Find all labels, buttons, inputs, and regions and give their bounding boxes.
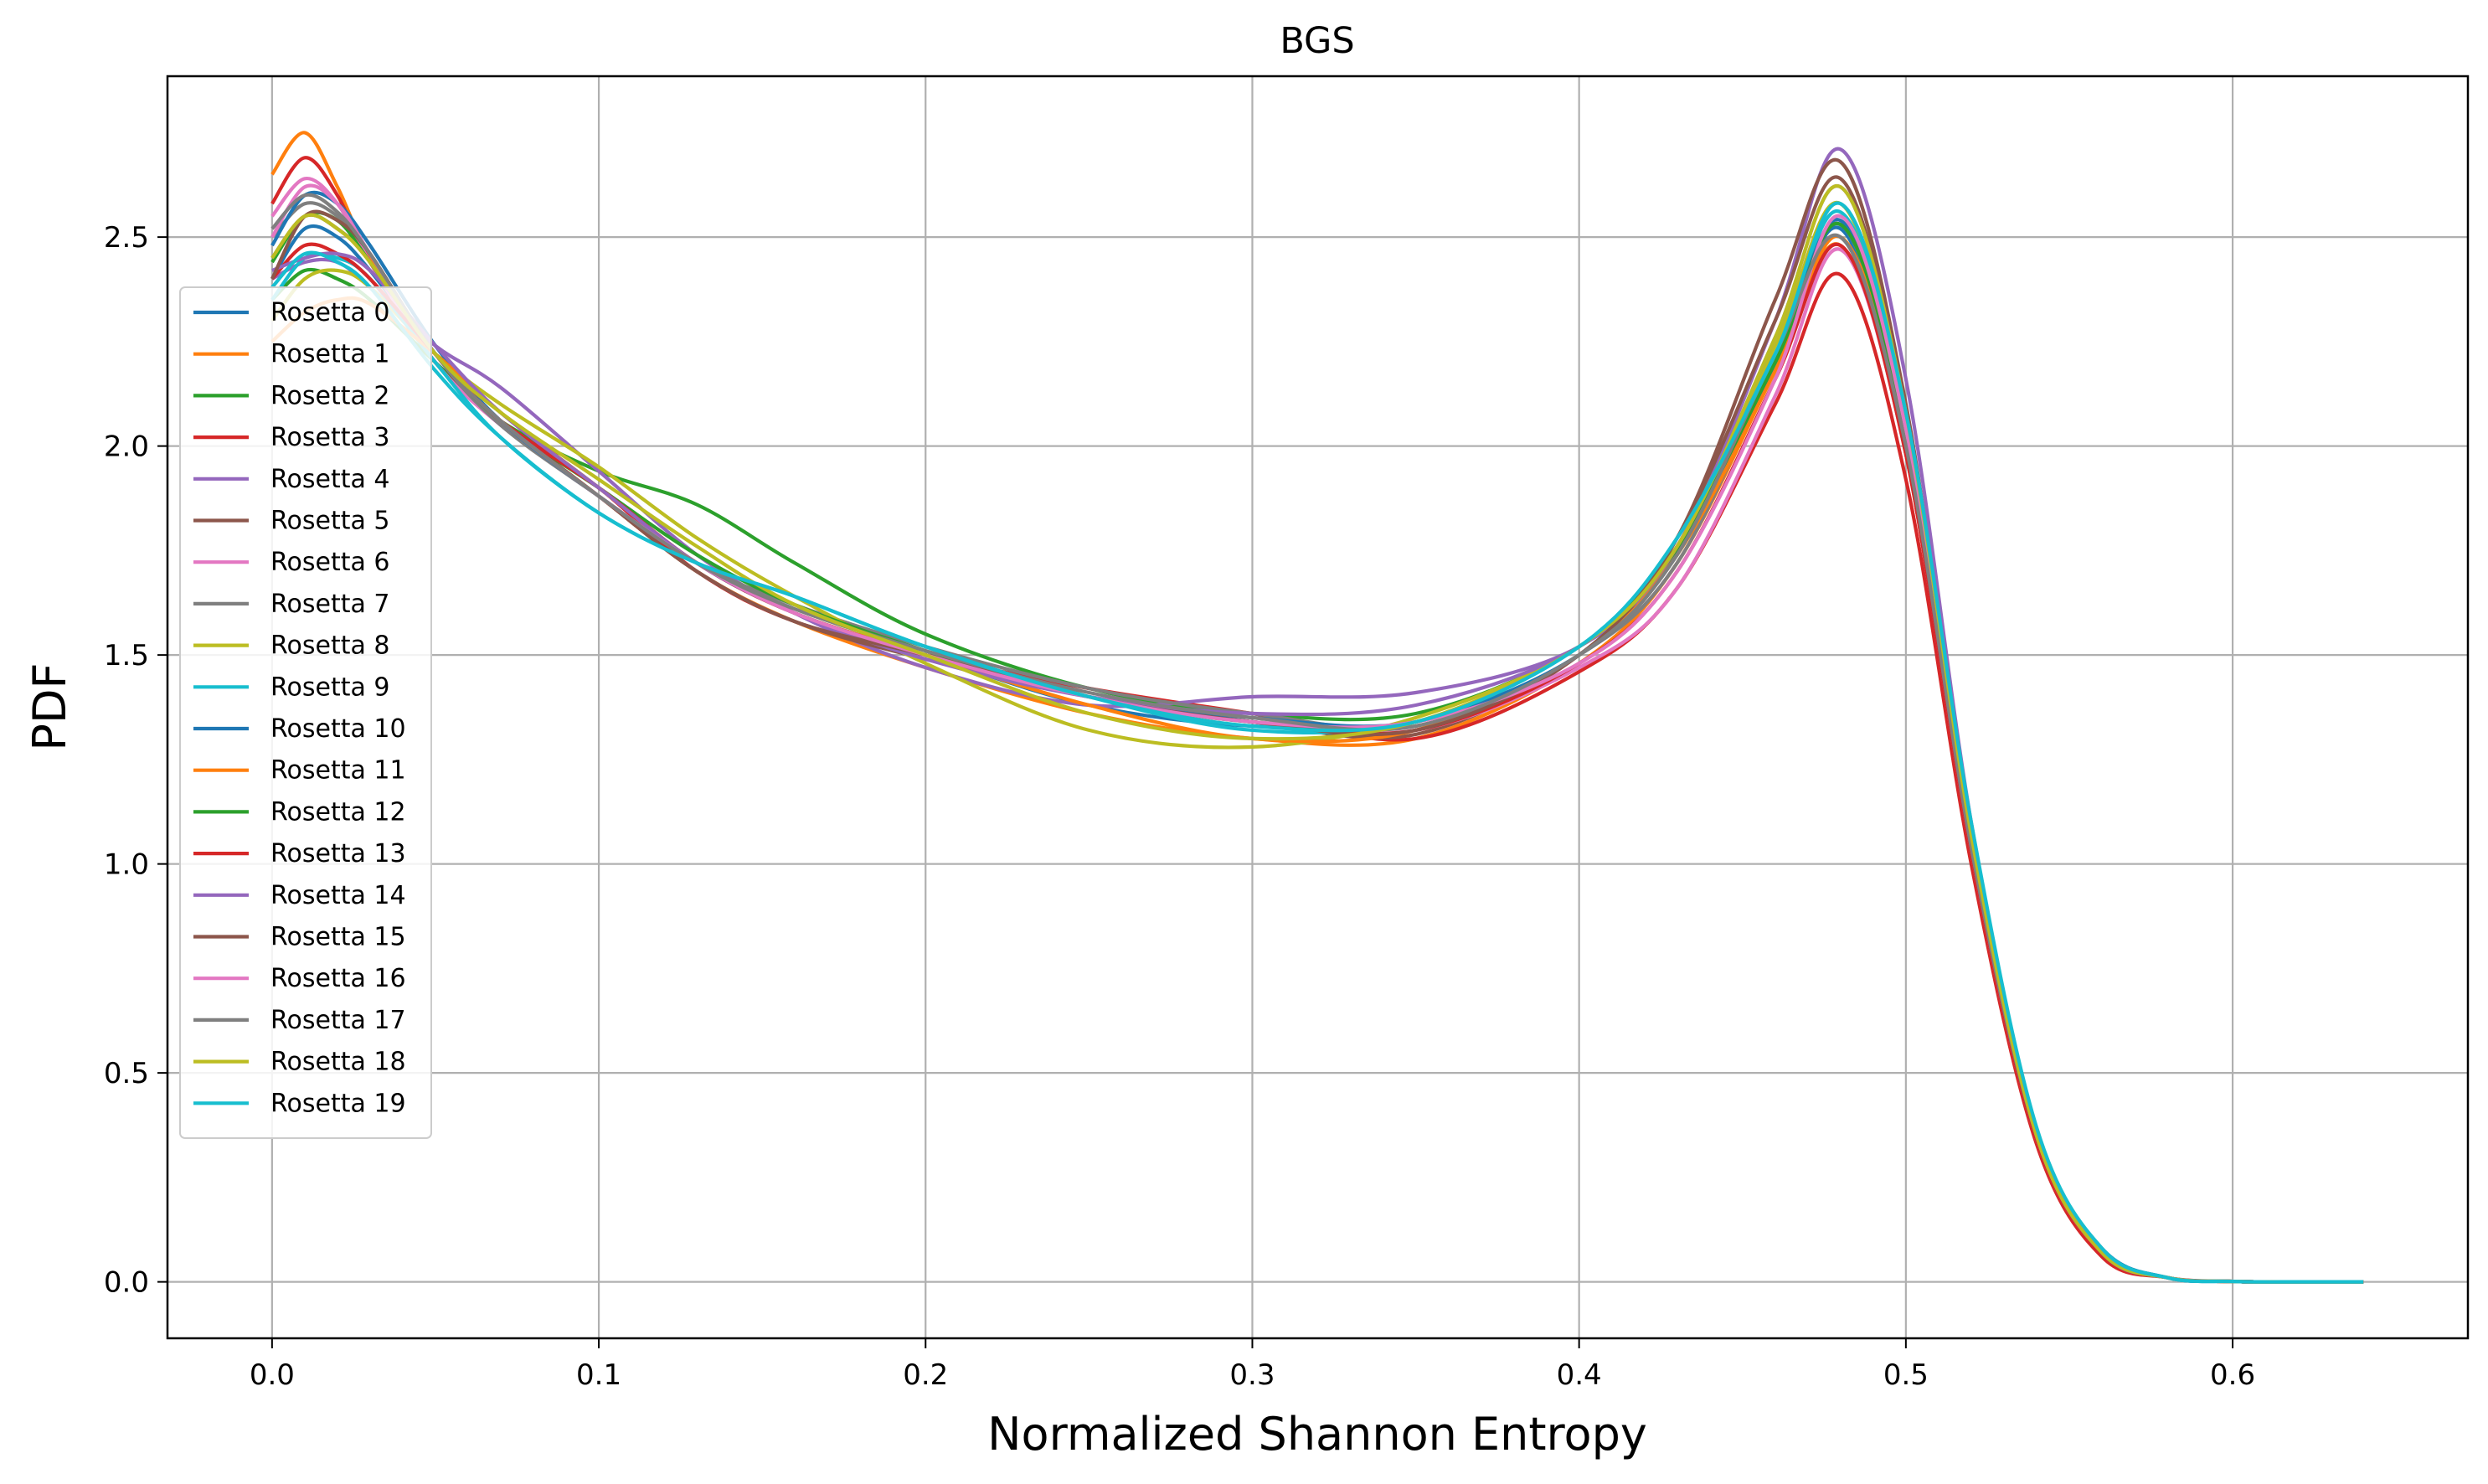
legend-entry-label: Rosetta 15 bbox=[270, 923, 406, 952]
legend-entry-label: Rosetta 10 bbox=[270, 714, 406, 744]
x-tick-label: 0.4 bbox=[1557, 1358, 1602, 1392]
legend-entry-label: Rosetta 7 bbox=[270, 590, 389, 619]
legend-entry-label: Rosetta 5 bbox=[270, 507, 389, 536]
legend: Rosetta 0 Rosetta 1 Rosetta 2 Rosetta 3 Rose… bbox=[179, 286, 432, 1139]
legend-entry-label: Rosetta 2 bbox=[270, 381, 389, 410]
x-tick-label: 0.6 bbox=[2210, 1358, 2255, 1392]
y-tick-label: 0.5 bbox=[104, 1057, 149, 1090]
y-tick-label: 1.0 bbox=[104, 848, 149, 882]
x-tick-label: 0.1 bbox=[576, 1358, 621, 1392]
legend-entry-label: Rosetta 17 bbox=[270, 1006, 406, 1035]
y-axis-label: PDF bbox=[23, 662, 76, 750]
y-tick-label: 0.0 bbox=[104, 1266, 149, 1300]
legend-entry-label: Rosetta 1 bbox=[270, 340, 389, 369]
y-tick-label: 2.5 bbox=[104, 221, 149, 255]
x-tick-label: 0.0 bbox=[250, 1358, 295, 1392]
legend-entry-label: Rosetta 12 bbox=[270, 797, 406, 827]
legend-entry-label: Rosetta 4 bbox=[270, 465, 389, 494]
x-axis-ticks: 0.0 0.1 0.2 0.3 0.4 0.5 0.6 bbox=[250, 1338, 2255, 1392]
legend-entry-label: Rosetta 11 bbox=[270, 756, 406, 786]
series-layer bbox=[270, 131, 2364, 1284]
x-tick-label: 0.3 bbox=[1229, 1358, 1275, 1392]
legend-entry-label: Rosetta 3 bbox=[270, 423, 389, 452]
legend-entry-label: Rosetta 6 bbox=[270, 548, 389, 577]
legend-entry-label: Rosetta 8 bbox=[270, 631, 389, 661]
legend-entry-label: Rosetta 9 bbox=[270, 672, 389, 702]
grid-lines bbox=[167, 76, 2468, 1338]
chart-title: BGS bbox=[1280, 20, 1354, 62]
x-tick-label: 0.5 bbox=[1883, 1358, 1929, 1392]
series-line-rosetta-19 bbox=[270, 201, 2364, 1284]
legend-entry-label: Rosetta 16 bbox=[270, 964, 406, 993]
plot-frame bbox=[166, 75, 2470, 1340]
x-axis-label: Normalized Shannon Entropy bbox=[987, 1408, 1647, 1461]
legend-entry-label: Rosetta 13 bbox=[270, 839, 406, 868]
y-axis-ticks: 0.0 0.5 1.0 1.5 2.0 2.5 bbox=[104, 221, 167, 1300]
legend-entry-label: Rosetta 14 bbox=[270, 881, 406, 910]
legend-entry-label: Rosetta 0 bbox=[270, 298, 389, 327]
y-tick-label: 2.0 bbox=[104, 430, 149, 464]
legend-entry-label: Rosetta 19 bbox=[270, 1089, 406, 1118]
y-tick-label: 1.5 bbox=[104, 639, 149, 672]
x-tick-label: 0.2 bbox=[903, 1358, 948, 1392]
legend-box bbox=[179, 286, 432, 1139]
legend-entry-label: Rosetta 18 bbox=[270, 1048, 406, 1077]
